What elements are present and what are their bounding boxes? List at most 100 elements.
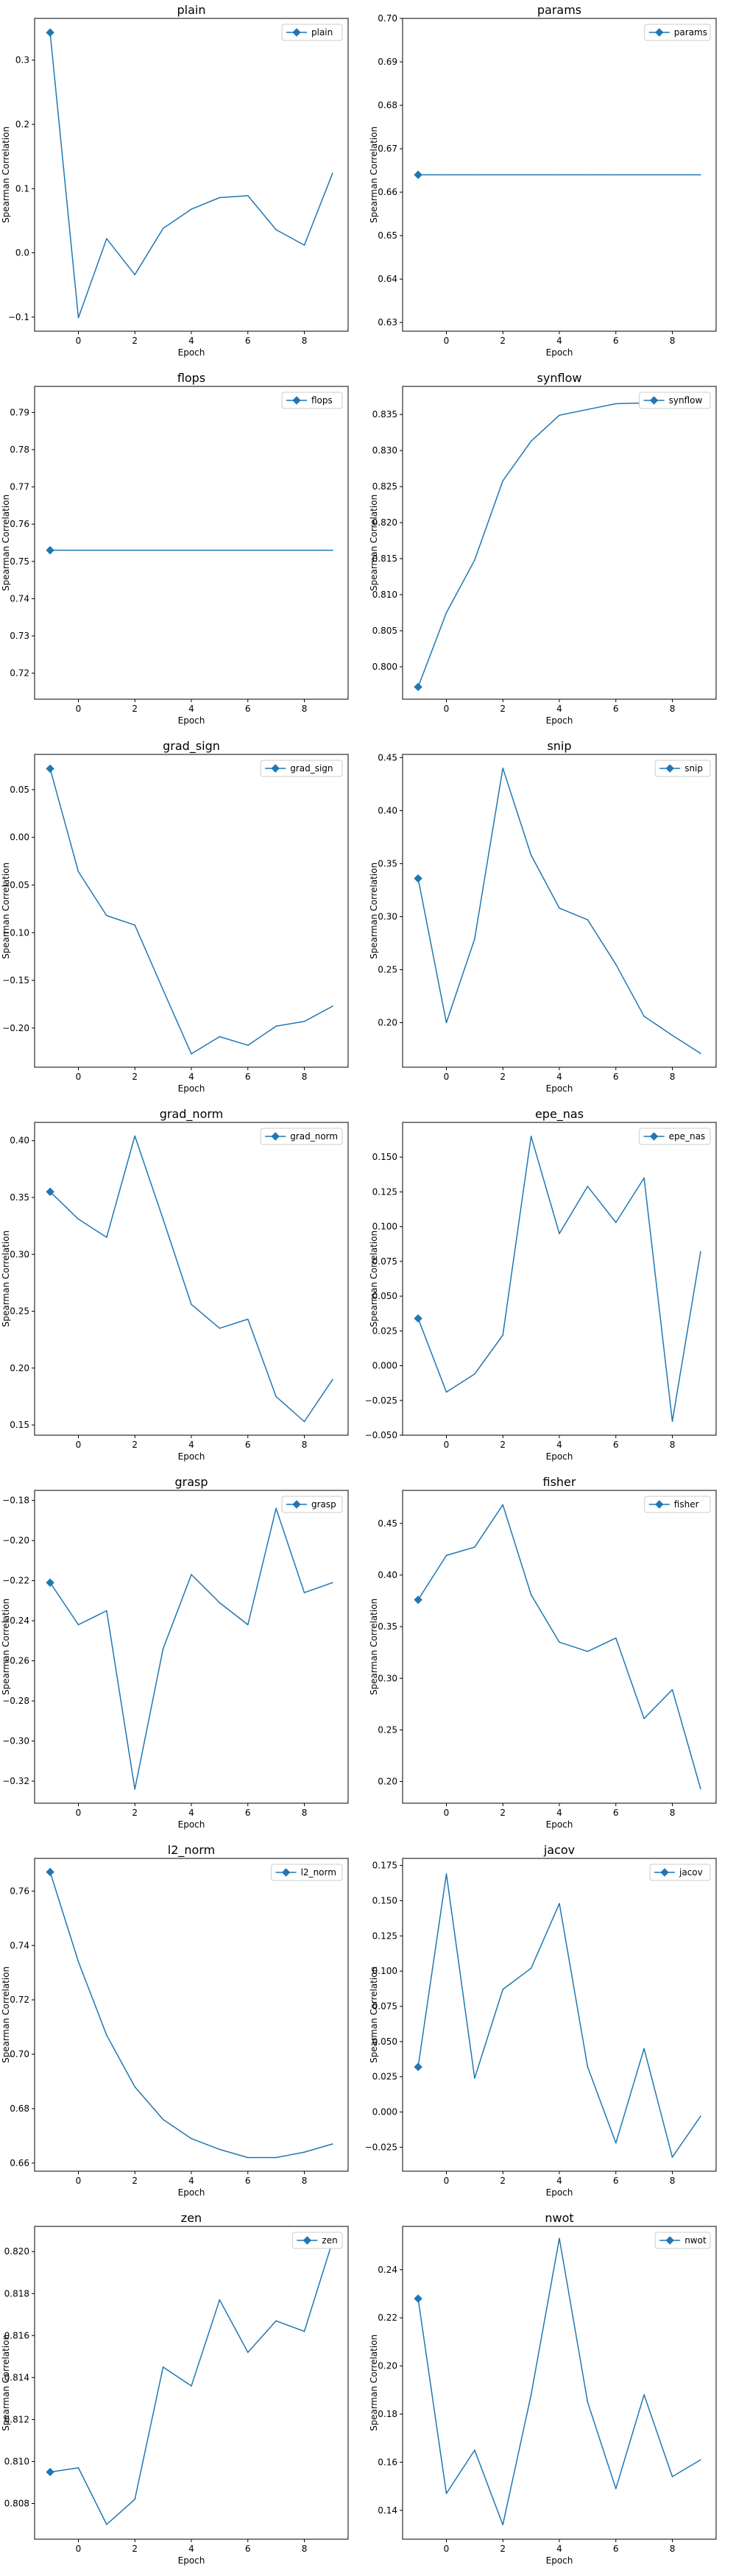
legend-box <box>639 392 711 409</box>
data-point <box>303 2151 305 2153</box>
chart-svg: fisher 0 2 4 6 8 0.20 0.25 0.30 0.35 0.40 0.45 Epoch… <box>369 1475 717 1830</box>
series-line-epe_nas <box>417 1136 701 1422</box>
y-tick-label: 0.68 <box>378 100 397 110</box>
plot-frame <box>34 754 349 1068</box>
data-point <box>615 1222 617 1223</box>
x-tick-label: 4 <box>556 1808 562 1818</box>
chart-svg: grasp 0 2 4 6 8 −0.32 −0.30 −0.28 −0.26 −0.24 −0.22… <box>1 1475 349 1830</box>
legend-marker <box>302 2236 312 2245</box>
x-tick-label: 6 <box>245 2544 251 2554</box>
y-tick-label: 0.67 <box>378 144 397 154</box>
y-tick-label: 0.2 <box>15 119 29 130</box>
data-point <box>162 549 164 551</box>
y-axis-label: Spearman Correlation <box>369 127 379 223</box>
plot-frame <box>402 386 717 700</box>
legend-box <box>649 1864 711 1881</box>
data-point <box>671 1420 673 1422</box>
data-point <box>275 229 277 230</box>
x-tick-label: 2 <box>500 704 506 714</box>
subplot-plain: plain 0 2 4 6 8 −0.1 0.0 0.1 0.2 0.3 Epoch Spearman … <box>0 0 368 368</box>
data-point <box>502 480 504 482</box>
x-tick-label: 4 <box>556 2176 562 2186</box>
y-tick-label: 0.45 <box>378 1518 397 1529</box>
data-point <box>106 1610 107 1612</box>
chart-svg: l2_norm 0 2 4 6 8 0.66 0.68 0.70 0.72 0.74 0.76 Epoc… <box>1 1843 349 2198</box>
y-tick-label: −0.24 <box>2 1616 29 1626</box>
x-tick-label: 6 <box>613 1808 619 1818</box>
y-tick-label: 0.66 <box>378 187 397 197</box>
y-tick-label: 0.25 <box>378 1724 397 1735</box>
x-axis-label: Epoch <box>546 2555 573 2566</box>
data-point <box>303 1021 305 1022</box>
y-axis-label: Spearman Correlation <box>1 863 11 959</box>
data-point <box>106 549 107 551</box>
data-point <box>445 174 447 176</box>
data-point-marker <box>414 682 422 692</box>
y-tick-label: 0.14 <box>378 2505 397 2516</box>
data-point <box>700 1052 701 1055</box>
data-point <box>474 938 475 940</box>
y-tick-label: 0.69 <box>378 57 397 67</box>
chart-title: nwot <box>545 2211 573 2225</box>
x-tick-label: 8 <box>302 336 308 346</box>
y-tick-label: −0.22 <box>2 1576 29 1586</box>
x-tick-label: 2 <box>132 1808 138 1818</box>
data-point <box>671 174 673 176</box>
x-tick-label: 4 <box>556 1440 562 1450</box>
plot-frame <box>34 1858 349 2172</box>
chart-svg: synflow 0 2 4 6 8 0.800 0.805 0.810 0.815 0.820 0.8… <box>369 371 717 726</box>
chart-title: fisher <box>543 1475 576 1489</box>
chart-svg: grad_norm 0 2 4 6 8 0.15 0.20 0.25 0.30 0.35 0.40 Ep… <box>1 1107 349 1462</box>
data-point-marker <box>46 545 54 555</box>
legend-label: zen <box>322 2235 337 2246</box>
data-point <box>502 2524 504 2526</box>
y-tick-label: 0.025 <box>372 2072 397 2082</box>
data-point <box>191 549 192 551</box>
x-axis-label: Epoch <box>546 715 573 726</box>
x-tick-label: 8 <box>302 704 308 714</box>
data-point <box>502 1334 504 1336</box>
x-tick-label: 2 <box>132 2176 138 2186</box>
data-point <box>134 1788 136 1790</box>
legend-label: nwot <box>684 2235 707 2246</box>
x-tick-label: 4 <box>556 704 562 714</box>
x-tick-label: 2 <box>500 2176 506 2186</box>
x-axis-label: Epoch <box>546 1819 573 1830</box>
y-tick-label: 0.74 <box>10 1940 29 1950</box>
subplot-grasp: grasp 0 2 4 6 8 −0.32 −0.30 −0.28 −0.26 −0.24 −0.22… <box>0 1472 368 1840</box>
legend-box <box>644 1496 711 1513</box>
x-tick-label: 6 <box>613 1072 619 1082</box>
data-point <box>191 1053 192 1055</box>
data-point <box>643 1016 645 1017</box>
x-tick-label: 2 <box>132 1440 138 1450</box>
legend-box <box>639 1128 711 1145</box>
y-tick-label: −0.30 <box>2 1736 29 1747</box>
legend-box <box>260 760 343 777</box>
y-axis-label: Spearman Correlation <box>1 1231 11 1327</box>
data-point <box>162 1218 164 1220</box>
chart-svg: params 0 2 4 6 8 0.63 0.64 0.65 0.66 0.67 0.68 0.69 0… <box>369 3 717 358</box>
data-point <box>247 1318 249 1320</box>
data-point <box>191 2137 192 2140</box>
data-point <box>643 2048 645 2050</box>
x-tick-label: 6 <box>613 336 619 346</box>
data-point <box>332 172 333 174</box>
x-tick-label: 6 <box>245 704 251 714</box>
x-tick-label: 0 <box>444 2176 450 2186</box>
data-point <box>303 2330 305 2332</box>
data-point <box>445 2493 447 2494</box>
x-tick-label: 8 <box>302 1440 308 1450</box>
x-tick-label: 8 <box>302 2544 308 2554</box>
series-line-plain <box>49 32 333 319</box>
x-tick-label: 8 <box>302 1808 308 1818</box>
x-tick-label: 8 <box>670 1072 676 1082</box>
legend-label: grad_norm <box>290 1131 338 1142</box>
y-tick-label: 0.70 <box>10 2049 29 2059</box>
data-point <box>134 274 136 276</box>
y-tick-label: 0.72 <box>10 1995 29 2005</box>
x-axis-label: Epoch <box>178 347 205 358</box>
y-axis-label: Spearman Correlation <box>369 495 379 591</box>
plot-frame <box>34 386 349 700</box>
chart-title: snip <box>547 739 571 753</box>
